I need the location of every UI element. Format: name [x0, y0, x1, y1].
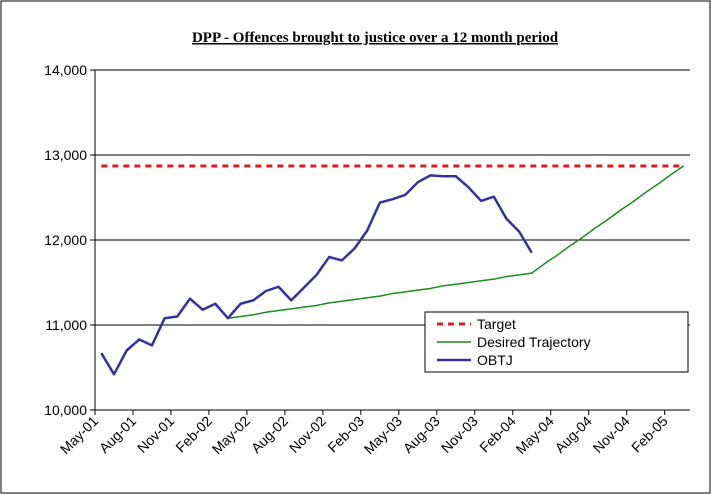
y-tick-label: 11,000	[45, 317, 87, 333]
legend-label: OBTJ	[477, 352, 513, 368]
y-tick-label: 14,000	[44, 62, 87, 78]
y-tick-label: 12,000	[44, 232, 87, 248]
series-line	[100, 174, 533, 376]
series-line	[227, 165, 685, 319]
legend: Target Desired Trajectory OBTJ	[424, 311, 689, 373]
legend-label: Target	[477, 316, 516, 332]
y-tick-label: 13,000	[44, 147, 87, 163]
chart-title: DPP - Offences brought to justice over a…	[192, 30, 559, 46]
y-tick-label: 10,000	[44, 402, 87, 418]
legend-label: Desired Trajectory	[477, 334, 591, 350]
